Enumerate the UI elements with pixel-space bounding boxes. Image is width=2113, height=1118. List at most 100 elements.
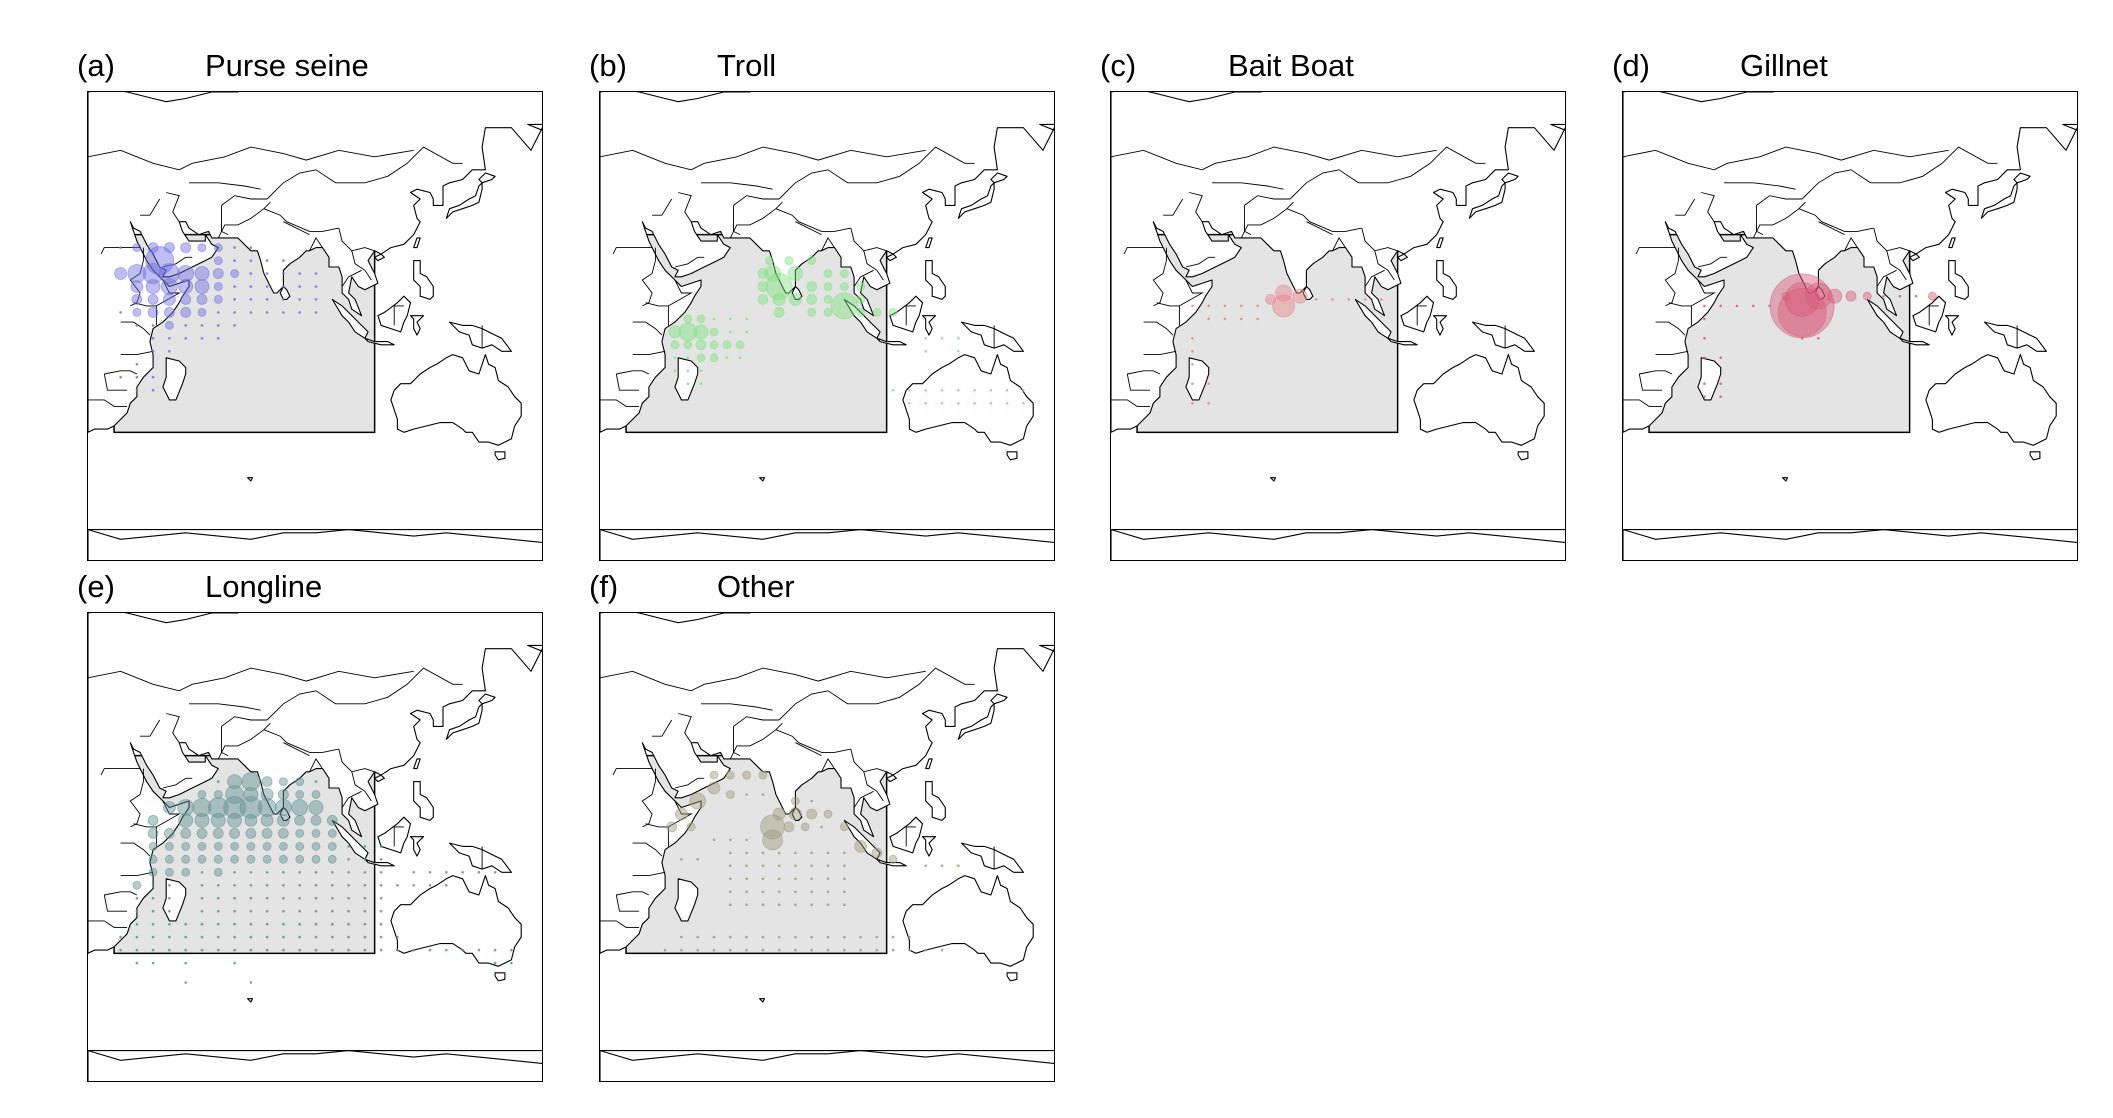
catch-bubble — [282, 871, 285, 874]
catch-bubble — [298, 871, 301, 874]
country-border — [100, 247, 141, 255]
map-svg-purse-seine — [88, 92, 542, 560]
catch-bubble — [683, 340, 693, 350]
catch-bubble — [790, 796, 800, 806]
country-border — [1286, 208, 1362, 232]
study-area-box — [1136, 233, 1399, 434]
catch-bubble — [265, 285, 269, 288]
catch-bubble — [772, 292, 786, 306]
catch-bubble — [151, 350, 155, 353]
catch-bubble — [164, 827, 175, 839]
landmass — [791, 285, 803, 300]
landmass — [445, 182, 483, 219]
country-border — [266, 146, 463, 200]
catch-bubble — [725, 770, 735, 780]
country-border — [1886, 250, 1907, 281]
map-panel-other — [599, 612, 1055, 1082]
country-border — [88, 920, 128, 928]
catch-bubble — [859, 935, 862, 939]
catch-bubble — [806, 293, 818, 305]
catch-bubble — [1703, 356, 1706, 360]
catch-bubble — [194, 279, 210, 294]
catch-bubble — [1256, 317, 1259, 321]
catch-bubble — [712, 317, 716, 321]
catch-bubble — [940, 388, 944, 392]
catch-bubble — [843, 948, 846, 952]
country-border — [341, 269, 362, 287]
catch-bubble — [200, 948, 204, 952]
catch-bubble — [151, 375, 155, 379]
catch-bubble — [249, 311, 253, 314]
catch-bubble — [147, 293, 159, 305]
landmass — [1185, 357, 1210, 401]
landmass — [409, 315, 425, 336]
catch-bubble — [729, 948, 732, 952]
catch-bubble — [762, 829, 784, 851]
catch-bubble — [735, 340, 745, 350]
catch-bubble — [989, 401, 993, 405]
coastlines — [600, 92, 1054, 560]
catch-bubble — [196, 293, 208, 305]
landmass — [390, 354, 522, 446]
landmass — [1925, 354, 2057, 446]
landmass — [759, 477, 766, 482]
country-border — [103, 373, 128, 391]
landmass — [1387, 337, 1418, 346]
antarctic-coastline — [88, 529, 542, 543]
catch-bubble — [693, 324, 709, 340]
map-panel-gillnet — [1622, 91, 2078, 561]
catch-bubble — [278, 841, 288, 851]
panel-letter-gillnet: (d) — [1612, 48, 1650, 83]
country-border — [678, 192, 692, 222]
catch-bubble — [180, 827, 192, 839]
catch-bubble — [230, 269, 240, 278]
country-border — [821, 237, 835, 252]
catch-bubble — [510, 948, 513, 952]
catch-bubble — [412, 871, 416, 874]
catch-bubble — [363, 935, 367, 939]
catch-bubble — [311, 854, 321, 864]
landmass — [494, 451, 506, 461]
country-border — [104, 891, 138, 896]
country-border — [733, 716, 780, 727]
catch-bubble — [712, 948, 716, 952]
catch-bubble — [177, 265, 195, 282]
catch-bubble — [1719, 356, 1722, 360]
catch-bubble — [396, 935, 399, 939]
landmass — [1697, 357, 1722, 401]
catch-bubble — [379, 909, 383, 913]
catch-bubble — [1719, 382, 1722, 386]
panel-title-other: Other — [717, 569, 795, 604]
catch-bubble — [1314, 298, 1318, 301]
landmass — [674, 878, 699, 922]
catch-bubble — [363, 845, 367, 848]
catch-bubble — [148, 867, 158, 877]
study-area-box — [1648, 233, 1911, 434]
country-border — [652, 719, 673, 737]
catch-bubble — [794, 851, 797, 855]
country-border — [103, 894, 128, 912]
catch-bubble — [957, 337, 960, 340]
catch-bubble — [119, 375, 122, 379]
catch-bubble — [249, 981, 253, 984]
catch-bubble — [871, 847, 883, 859]
catch-bubble — [777, 890, 781, 894]
catch-bubble — [777, 864, 781, 868]
country-border — [645, 823, 669, 847]
catch-bubble — [1862, 291, 1872, 301]
country-borders — [600, 667, 995, 928]
catch-bubble — [875, 948, 879, 952]
catch-bubble — [675, 807, 688, 821]
catch-bubble — [1719, 395, 1722, 399]
catch-bubble — [265, 909, 269, 913]
country-border — [853, 790, 874, 808]
catch-bubble — [379, 948, 383, 952]
catch-bubble — [379, 896, 383, 900]
catch-bubble — [924, 350, 927, 353]
catch-bubble — [196, 827, 208, 839]
landmass — [925, 260, 946, 300]
catch-bubble — [298, 272, 301, 275]
country-border — [701, 182, 773, 190]
landmass — [876, 858, 907, 867]
catch-bubble — [178, 279, 194, 294]
